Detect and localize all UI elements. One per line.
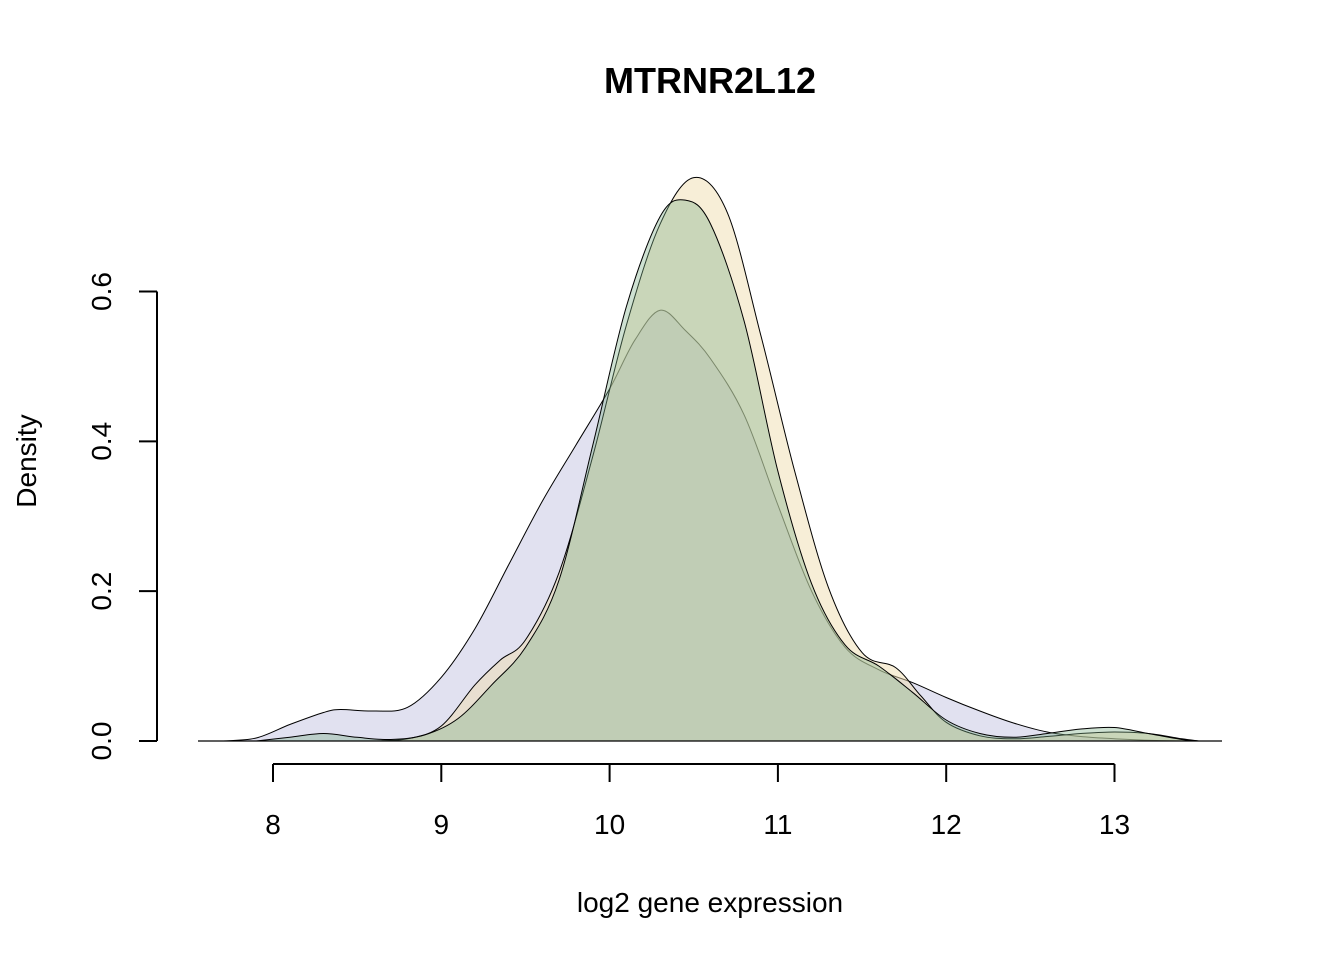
x-axis: 8 9 10 11 12 13 xyxy=(265,763,1130,840)
chart-title: MTRNR2L12 xyxy=(604,60,816,101)
y-tick-label: 0.6 xyxy=(86,272,117,311)
y-axis: 0.0 0.2 0.4 0.6 xyxy=(86,272,158,761)
x-tick-label: 9 xyxy=(434,809,450,840)
density-area-3 xyxy=(256,199,1199,742)
x-tick-label: 11 xyxy=(763,809,792,840)
x-axis-label: log2 gene expression xyxy=(577,887,843,918)
density-curves xyxy=(222,176,1199,742)
x-tick-label: 13 xyxy=(1099,809,1130,840)
y-tick-label: 0.4 xyxy=(86,422,117,461)
y-axis-label: Density xyxy=(11,414,42,507)
x-tick-label: 10 xyxy=(594,809,625,840)
density-area-2 xyxy=(373,176,1199,742)
x-tick-label: 8 xyxy=(265,809,281,840)
x-tick-label: 12 xyxy=(931,809,962,840)
y-tick-label: 0.0 xyxy=(86,722,117,761)
y-tick-label: 0.2 xyxy=(86,572,117,611)
